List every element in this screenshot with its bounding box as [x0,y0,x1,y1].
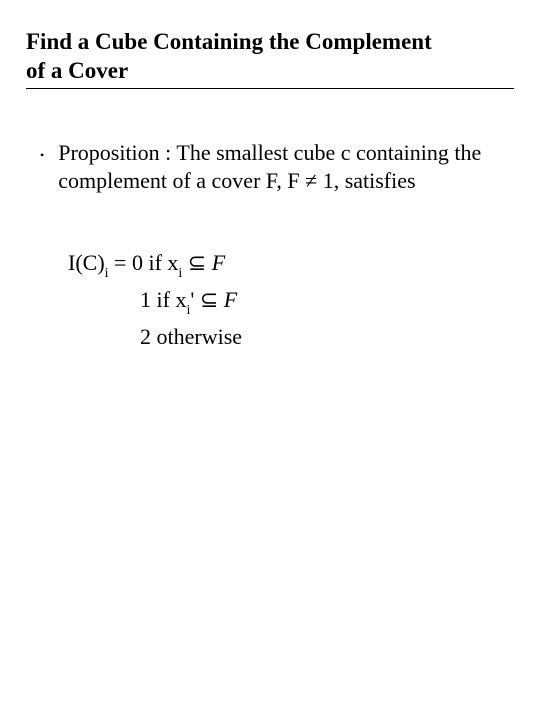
def-line-2: 1 if xi' ⊆ F [140,283,514,320]
def1-F: F [206,250,225,275]
title-line-1: Find a Cube Containing the Complement [26,29,432,54]
def2-sub: i [186,303,190,318]
subset-symbol-2: ⊆ [200,287,218,312]
slide: Find a Cube Containing the Complement of… [0,0,540,720]
bullet-marker: • [40,141,44,169]
def1-sub1: i [105,266,109,281]
def-line-1: I(C)i = 0 if xi ⊆ F [68,246,514,283]
def1-func: I(C) [68,250,105,275]
def3-text: 2 otherwise [140,324,242,349]
neq-symbol: ≠ [305,168,317,193]
def1-mid: = 0 if x [109,250,179,275]
bullet-part1: Proposition : The smallest cube c contai… [58,140,481,194]
def1-sub2: i [178,266,182,281]
slide-title: Find a Cube Containing the Complement of… [26,28,514,89]
def2-a: 1 if x [140,287,186,312]
def2-F: F [218,287,237,312]
bullet-part2: 1, satisfies [317,168,415,193]
def2-b: ' [190,287,199,312]
title-line-2: of a Cover [26,58,128,83]
subset-symbol-1: ⊆ [188,250,206,275]
def-line-3: 2 otherwise [140,320,514,354]
bullet-item: • Proposition : The smallest cube c cont… [40,139,514,196]
bullet-text: Proposition : The smallest cube c contai… [58,139,514,196]
definition-block: I(C)i = 0 if xi ⊆ F 1 if xi' ⊆ F 2 other… [68,246,514,354]
